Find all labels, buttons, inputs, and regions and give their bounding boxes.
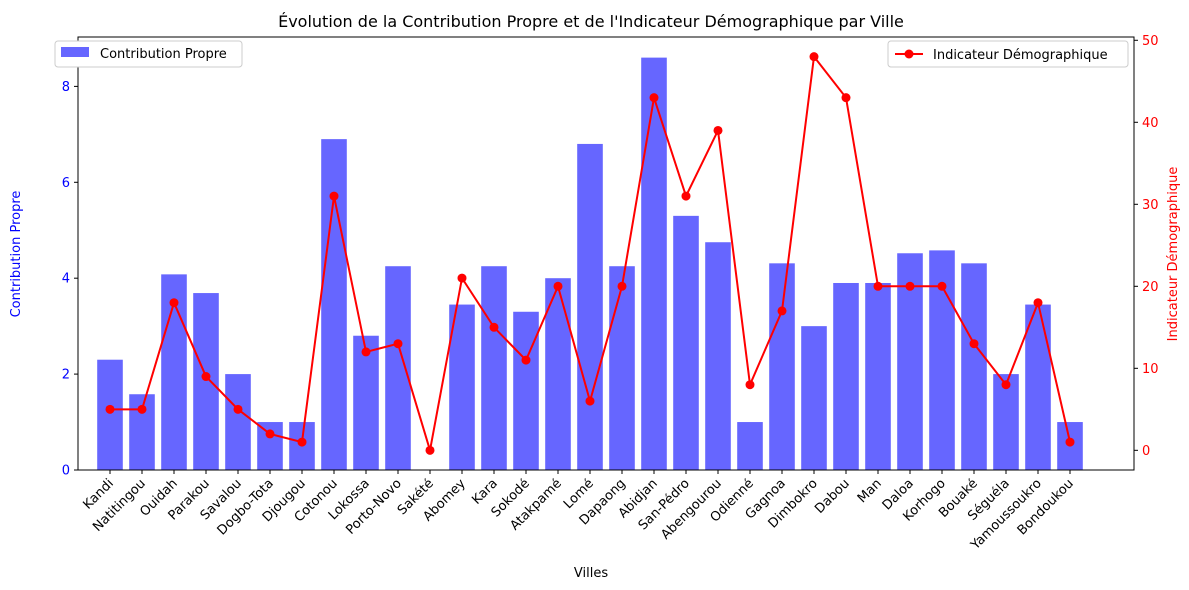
indicateur-point-20	[713, 125, 723, 135]
indicateur-point-4	[201, 372, 211, 382]
plot-frame	[77, 36, 1135, 471]
indicateur-point-23	[809, 52, 819, 62]
right-tick-label-1: 0	[1142, 444, 1150, 459]
indicateur-point-29	[1001, 380, 1011, 390]
bar-6	[257, 422, 283, 470]
indicateur-point-13	[489, 322, 499, 332]
bar-13	[481, 266, 507, 470]
left-tick-label-5: 8	[62, 80, 70, 95]
x-tick-label-24: Dabou	[812, 476, 853, 517]
left-y-axis-title: Contribution Propre	[9, 191, 24, 318]
indicateur-point-7	[297, 437, 307, 447]
bar-29	[993, 374, 1019, 470]
plot-area	[77, 36, 1135, 471]
indicateur-point-12	[457, 273, 467, 283]
legend-bar-label: Contribution Propre	[100, 47, 227, 62]
indicateur-point-8	[329, 191, 339, 201]
indicateur-point-21	[745, 380, 755, 390]
indicateur-point-14	[521, 355, 531, 365]
bar-23	[801, 326, 827, 470]
bar-12	[449, 304, 475, 470]
bar-18	[641, 57, 667, 470]
indicateur-point-31	[1065, 437, 1075, 447]
indicateur-point-27	[937, 281, 947, 291]
bar-8	[321, 139, 347, 470]
bar-30	[1025, 304, 1051, 470]
indicateur-point-19	[681, 191, 691, 201]
x-axis: KandiNatitingouOuidahParakouSavalouDogbo…	[81, 470, 1077, 553]
right-y-axis: 0 10 20 30 40 50	[1134, 34, 1159, 459]
right-tick-label-3: 20	[1142, 280, 1159, 295]
bar-24	[833, 282, 859, 470]
indicateur-point-28	[969, 339, 979, 349]
legend-bar-swatch	[61, 47, 89, 57]
legend-line-marker	[904, 49, 914, 59]
left-tick-label-2: 2	[62, 368, 70, 383]
indicateur-point-6	[265, 429, 275, 439]
right-tick-label-2: 10	[1142, 362, 1159, 377]
indicateur-point-9	[361, 347, 371, 357]
indicateur-point-2	[137, 404, 147, 414]
left-tick-label-1: 0	[62, 464, 70, 479]
bars-layer	[97, 57, 1083, 470]
indicateur-point-15	[553, 281, 563, 291]
indicateur-point-26	[905, 281, 915, 291]
line-layer	[105, 52, 1075, 455]
bar-22	[769, 263, 795, 470]
right-y-axis-title: Indicateur Démographique	[1166, 167, 1181, 342]
left-tick-label-3: 4	[62, 272, 70, 287]
bar-14	[513, 311, 539, 470]
indicateur-point-5	[233, 404, 243, 414]
bar-10	[385, 266, 411, 470]
indicateur-point-24	[841, 93, 851, 103]
indicateur-point-16	[585, 396, 595, 406]
bar-4	[193, 293, 219, 470]
bar-20	[705, 242, 731, 470]
bar-1	[97, 359, 123, 470]
indicateur-point-10	[393, 339, 403, 349]
bar-21	[737, 422, 763, 470]
bar-28	[961, 263, 987, 470]
indicateur-point-25	[873, 281, 883, 291]
bar-5	[225, 374, 251, 470]
right-tick-label-4: 30	[1142, 198, 1159, 213]
bar-19	[673, 215, 699, 470]
legend-left-box	[54, 40, 243, 68]
legend-indicateur: Indicateur Démographique	[887, 40, 1129, 68]
indicateur-point-17	[617, 281, 627, 291]
bar-15	[545, 278, 571, 470]
bar-25	[865, 282, 891, 470]
bar-9	[353, 335, 379, 470]
indicateur-point-1	[105, 404, 115, 414]
indicateur-point-22	[777, 306, 787, 316]
indicateur-point-3	[169, 298, 179, 308]
chart-title: Évolution de la Contribution Propre et d…	[278, 12, 904, 31]
bar-17	[609, 266, 635, 470]
legend-right-box	[887, 40, 1129, 68]
indicateur-point-11	[425, 445, 435, 455]
indicateur-point-18	[649, 93, 659, 103]
left-y-axis: 0 2 4 6 8	[62, 80, 78, 479]
right-tick-label-5: 40	[1142, 116, 1159, 131]
left-tick-label-4: 6	[62, 176, 70, 191]
bar-16	[577, 143, 603, 470]
indicateur-point-30	[1033, 298, 1043, 308]
legend-line-label: Indicateur Démographique	[933, 48, 1108, 63]
legend-contribution: Contribution Propre	[54, 40, 243, 68]
right-tick-label-6: 50	[1142, 34, 1159, 49]
x-axis-title: Villes	[574, 566, 608, 581]
